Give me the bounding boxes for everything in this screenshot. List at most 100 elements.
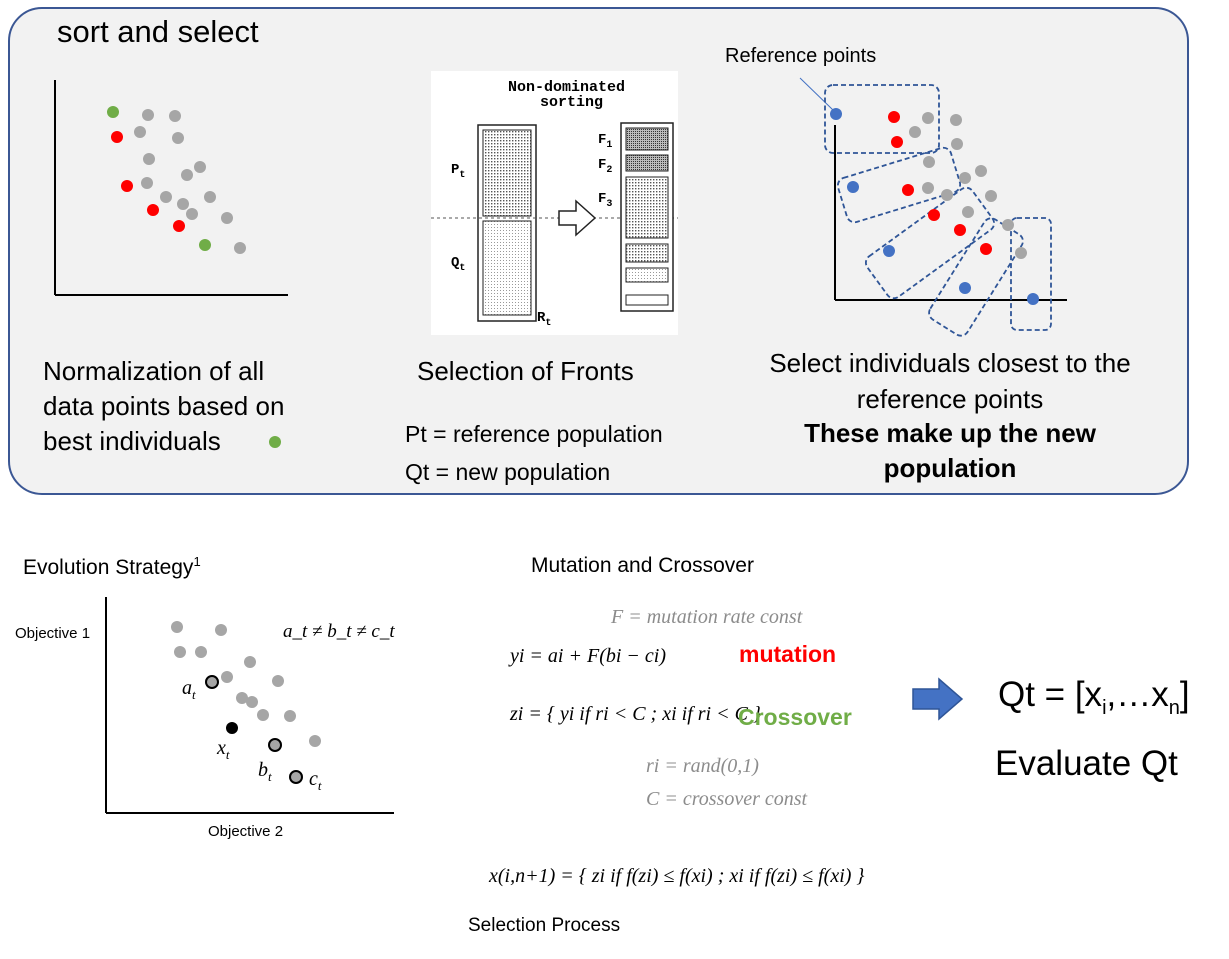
gray-point: [194, 161, 206, 173]
blue-reference-point: [959, 282, 971, 294]
gray-point: [177, 198, 189, 210]
label-F3: F3: [598, 191, 613, 210]
gray-point: [221, 671, 233, 683]
gray-point: [951, 138, 963, 150]
gray-point: [941, 189, 953, 201]
r-definition: ri = rand(0,1): [646, 755, 759, 777]
gray-point: [922, 182, 934, 194]
col3-bold-1: These make up the new: [804, 418, 1096, 448]
label-c: ct: [309, 768, 322, 793]
gray-point: [236, 692, 248, 704]
red-point: [888, 111, 900, 123]
mutation-title: Mutation and Crossover: [531, 554, 754, 577]
green-dot-legend: [269, 436, 281, 448]
col1-line-1: Normalization of all: [43, 356, 265, 386]
gray-point: [959, 172, 971, 184]
evolution-title: Evolution Strategy1: [23, 554, 201, 579]
evolution-ylabel: Objective 1: [15, 625, 91, 642]
cluster-box: [1010, 217, 1052, 331]
crossover-equation: zi = { yi if ri < C ; xi if ri < C }: [510, 703, 761, 725]
gray-point: [172, 132, 184, 144]
gray-point: [309, 735, 321, 747]
red-point: [121, 180, 133, 192]
qt-formula: Qt = [xi,…xn]: [998, 675, 1190, 719]
point-c: [289, 770, 303, 784]
gray-point: [174, 646, 186, 658]
gray-point: [181, 169, 193, 181]
sorting-diagram: [431, 122, 678, 322]
col3-line-2: reference points: [856, 384, 1044, 414]
gray-point: [246, 696, 258, 708]
gray-point: [922, 112, 934, 124]
gray-point: [923, 156, 935, 168]
gray-point: [234, 242, 246, 254]
label-Q: Qt: [451, 255, 466, 274]
label-R: Rt: [537, 310, 552, 329]
cluster-box: [824, 84, 940, 154]
gray-point: [134, 126, 146, 138]
selection-label: Selection Process: [468, 915, 621, 936]
gray-point: [195, 646, 207, 658]
sorting-heading-1: Non-dominated: [508, 79, 626, 96]
label-x: xt: [217, 737, 230, 762]
gray-point: [169, 110, 181, 122]
gray-point: [142, 109, 154, 121]
col3-bold-2: population: [883, 453, 1017, 483]
red-point: [111, 131, 123, 143]
gray-point: [950, 114, 962, 126]
sorting-heading-2: sorting: [540, 94, 604, 111]
col2-line-1: Pt = reference population: [405, 421, 663, 447]
red-point: [954, 224, 966, 236]
label-a: at: [182, 677, 196, 702]
gray-point: [985, 190, 997, 202]
evaluate-qt: Evaluate Qt: [995, 744, 1178, 783]
col1-line-2: data points based on: [43, 391, 285, 421]
blue-reference-point: [1027, 293, 1039, 305]
blue-reference-point: [830, 108, 842, 120]
point-x: [226, 722, 238, 734]
crossover-label: Crossover: [738, 704, 852, 730]
gray-point: [1015, 247, 1027, 259]
gray-point: [221, 212, 233, 224]
evolution-xlabel: Objective 2: [208, 823, 284, 840]
gray-point: [272, 675, 284, 687]
label-F1: F1: [598, 132, 613, 151]
gray-point: [257, 709, 269, 721]
selection-equation: x(i,n+1) = { zi if f(zi) ≤ f(xi) ; xi if…: [489, 865, 865, 887]
panel-title: sort and select: [57, 14, 259, 49]
col1-line-3: best individuals: [43, 426, 221, 456]
gray-point: [204, 191, 216, 203]
point-a: [205, 675, 219, 689]
point-b: [268, 738, 282, 752]
gray-point: [244, 656, 256, 668]
label-P: Pt: [451, 162, 466, 181]
gray-point: [284, 710, 296, 722]
F-definition: F = mutation rate const: [611, 606, 803, 628]
gray-point: [160, 191, 172, 203]
cluster-box: [864, 186, 996, 300]
cluster-box: [836, 146, 962, 224]
label-b: bt: [258, 759, 272, 784]
right-arrow-icon: [912, 677, 964, 721]
red-point: [173, 220, 185, 232]
gray-point: [143, 153, 155, 165]
green-point: [199, 239, 211, 251]
gray-point: [215, 624, 227, 636]
gray-point: [975, 165, 987, 177]
red-point: [980, 243, 992, 255]
vector-inequality: a_t ≠ b_t ≠ c_t: [283, 621, 395, 642]
blue-reference-point: [883, 245, 895, 257]
green-point: [107, 106, 119, 118]
col2-title: Selection of Fronts: [417, 356, 634, 386]
mutation-equation: yi = ai + F(bi − ci): [510, 645, 667, 667]
evolution-scatter: [105, 597, 394, 814]
gray-point: [909, 126, 921, 138]
label-F2: F2: [598, 157, 613, 176]
gray-point: [141, 177, 153, 189]
reference-points-label: Reference points: [725, 45, 877, 67]
gray-point: [962, 206, 974, 218]
gray-point: [1002, 219, 1014, 231]
blue-reference-point: [847, 181, 859, 193]
gray-point: [186, 208, 198, 220]
col3-line-1: Select individuals closest to the: [769, 348, 1131, 378]
